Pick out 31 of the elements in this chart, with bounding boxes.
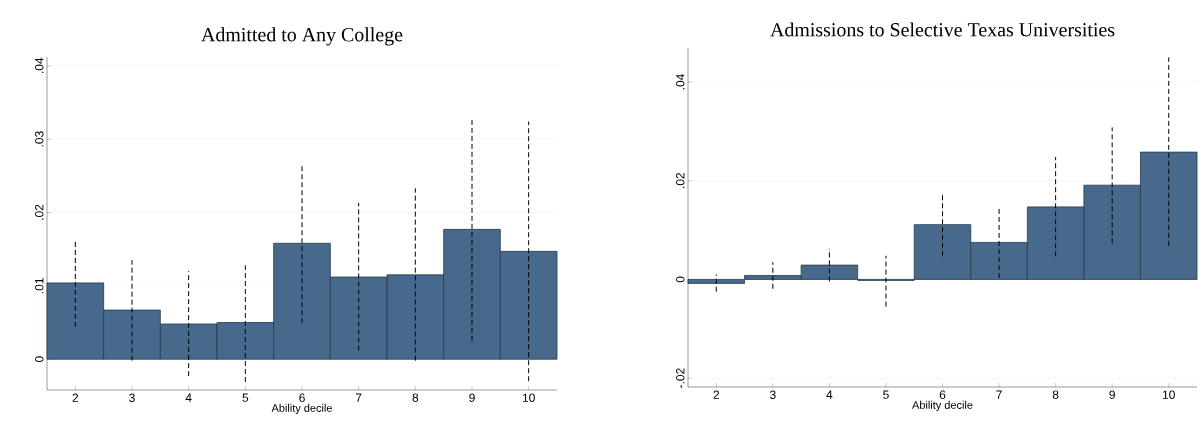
y-tick-label: 0 [35, 356, 44, 363]
x-tick-label: 10 [1162, 390, 1175, 399]
x-tick-label: 8 [412, 393, 419, 402]
x-tick-label: 6 [299, 393, 305, 402]
x-tick-label: 7 [996, 390, 1002, 399]
x-tick-label: 7 [355, 393, 362, 402]
y-tick-label: .01 [35, 278, 44, 294]
x-tick-label: 2 [713, 390, 720, 399]
y-tick-label: 0 [676, 276, 685, 283]
x-tick-label: 9 [469, 393, 475, 402]
chart-title: Admissions to Selective Texas Universities [770, 22, 1115, 37]
x-tick-label: 3 [129, 393, 135, 402]
x-tick-label: 5 [883, 390, 889, 399]
y-tick-label: .02 [35, 204, 44, 220]
x-tick-label: 2 [72, 393, 79, 402]
x-tick-label: 8 [1052, 390, 1059, 399]
x-axis-title: Ability decile [912, 400, 973, 412]
x-tick-label: 4 [185, 393, 192, 402]
y-tick-label: .02 [676, 173, 685, 188]
y-tick-label: -.02 [676, 368, 685, 388]
chart-title: Admitted to Any College [201, 27, 403, 46]
x-tick-label: 4 [826, 390, 833, 399]
x-axis-title: Ability decile [271, 403, 332, 415]
x-tick-label: 10 [522, 393, 535, 402]
y-tick-label: .03 [35, 131, 44, 147]
x-tick-label: 3 [769, 390, 776, 399]
y-tick-label: .04 [676, 74, 685, 90]
x-tick-label: 6 [939, 390, 946, 399]
x-tick-label: 5 [242, 393, 249, 402]
y-tick-label: .04 [35, 57, 44, 74]
x-tick-label: 9 [1109, 390, 1115, 399]
